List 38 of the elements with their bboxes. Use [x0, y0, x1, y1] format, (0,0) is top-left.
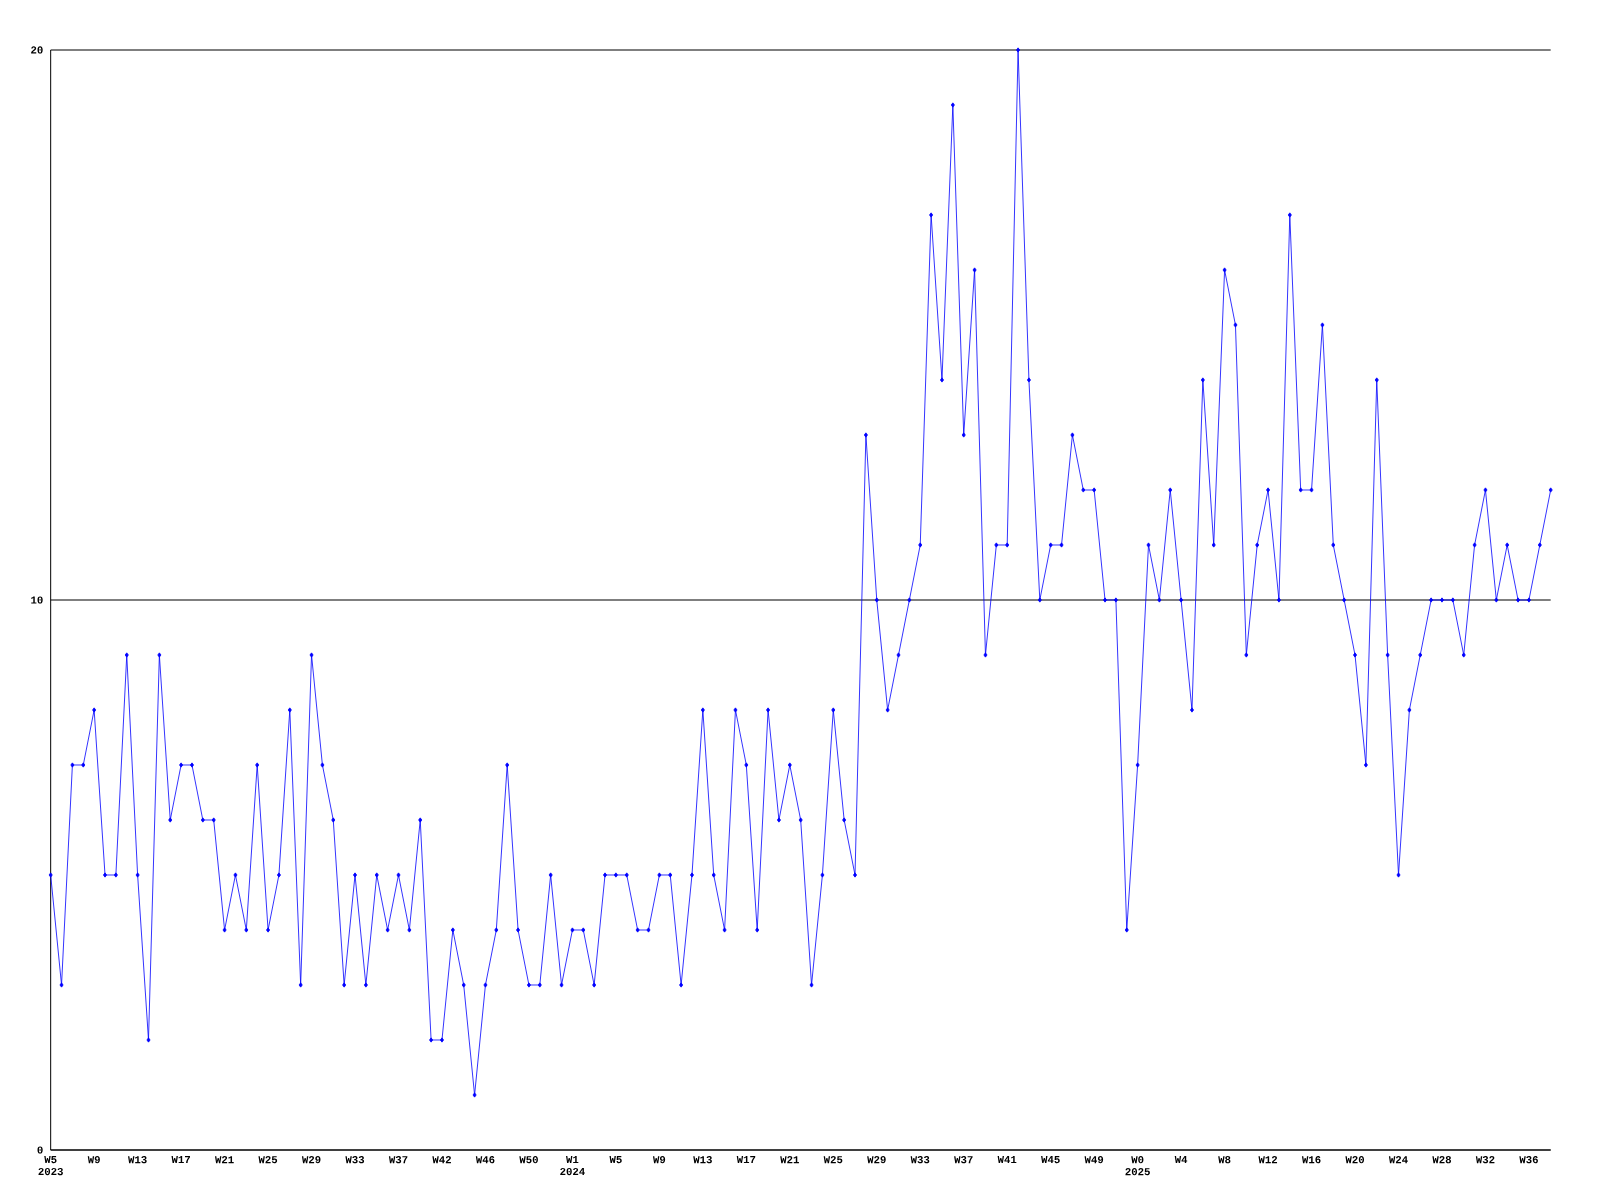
x-tick-label: W5 — [609, 1156, 622, 1164]
x-tick-label: W20 — [1345, 1156, 1365, 1164]
x-tick-label: W13 — [693, 1156, 712, 1164]
x-tick-label: W28 — [1432, 1156, 1452, 1164]
x-tick-label: W9 — [652, 1156, 666, 1164]
x-tick-label: W29 — [301, 1156, 321, 1164]
x-tick-label: W36 — [1519, 1156, 1538, 1164]
x-tick-label: W33 — [345, 1156, 365, 1164]
x-tick-label: W29 — [867, 1156, 886, 1164]
x-tick-label: W5 2023 — [38, 1156, 63, 1176]
x-tick-label: W13 — [128, 1156, 147, 1164]
x-tick-label: W50 — [519, 1156, 538, 1164]
x-tick-label: W49 — [1084, 1156, 1104, 1164]
y-tick-label: 20 — [31, 46, 43, 54]
x-tick-label: W16 — [1301, 1156, 1321, 1164]
x-tick-label: W17 — [736, 1156, 756, 1164]
x-tick-label: W1 2024 — [560, 1156, 585, 1176]
x-tick-label: W37 — [954, 1156, 973, 1164]
x-tick-label: W21 — [780, 1156, 799, 1164]
x-tick-label: W25 — [258, 1156, 278, 1164]
x-tick-label: W9 — [87, 1156, 100, 1164]
x-tick-label: W41 — [997, 1156, 1017, 1164]
x-tick-label: W45 — [1041, 1156, 1060, 1164]
x-tick-label: W4 — [1174, 1156, 1188, 1164]
x-tick-label: W12 — [1258, 1156, 1278, 1164]
x-tick-label: W37 — [388, 1156, 408, 1164]
x-tick-label: W8 — [1218, 1156, 1231, 1164]
x-tick-label: W25 — [823, 1156, 843, 1164]
x-tick-label: W46 — [475, 1156, 495, 1164]
x-tick-label: W17 — [171, 1156, 190, 1164]
x-tick-label: W0 2025 — [1125, 1156, 1150, 1176]
x-tick-label: W33 — [910, 1156, 930, 1164]
x-tick-label: W32 — [1475, 1156, 1495, 1164]
x-tick-label: W24 — [1388, 1156, 1408, 1164]
x-tick-label: W42 — [432, 1156, 451, 1164]
y-tick-label: 10 — [31, 596, 43, 604]
y-tick-label: 0 — [37, 1146, 43, 1154]
x-tick-label: W21 — [214, 1156, 234, 1164]
